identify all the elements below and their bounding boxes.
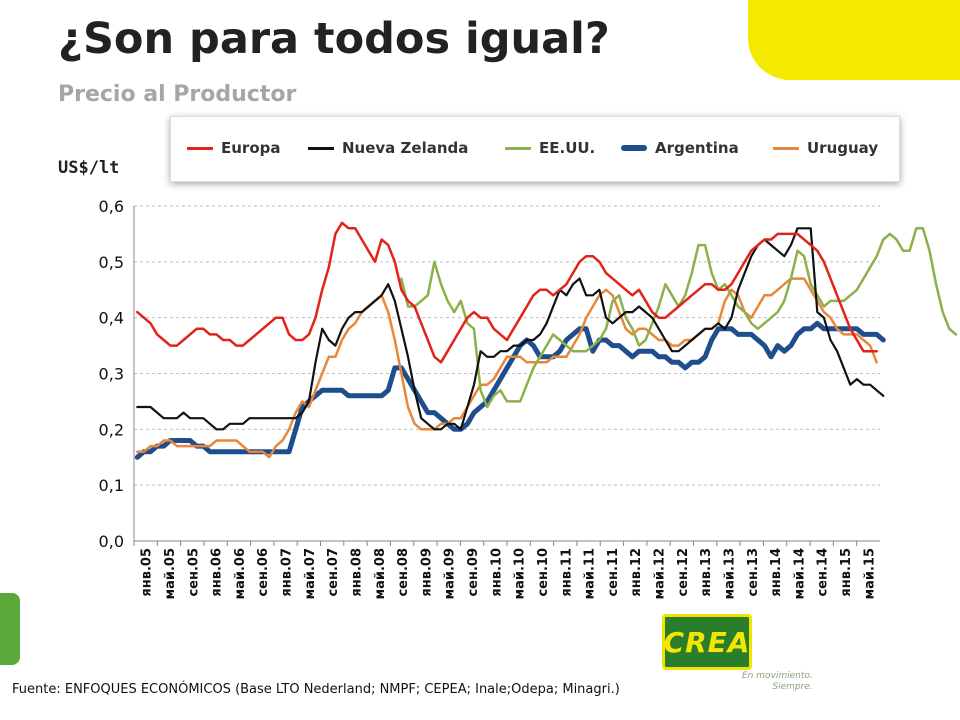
y-tick-label-0: 0,0	[99, 532, 124, 551]
legend-swatch-nueva-zelanda	[308, 146, 334, 150]
x-tick-label-9: янв.08	[349, 548, 364, 597]
x-tick-label-19: май.11	[583, 548, 598, 600]
series-line-uruguay	[136, 277, 878, 459]
y-tick-label-1: 0,1	[99, 476, 124, 495]
corner-decoration	[748, 0, 960, 80]
y-tick-label-6: 0,6	[99, 197, 124, 216]
x-tick-label-31: май.15	[862, 548, 877, 600]
x-tick-label-12: янв.09	[419, 548, 434, 597]
x-tick-label-24: янв.13	[699, 548, 714, 597]
legend-label-eeuu: EE.UU.	[539, 139, 596, 157]
y-tick-label-2: 0,2	[99, 420, 124, 439]
x-tick-label-16: май.10	[513, 548, 528, 600]
slide-title: ¿Son para todos igual?	[58, 14, 610, 64]
legend-item-europa: Europa	[187, 138, 281, 158]
y-tick-label-4: 0,4	[99, 309, 124, 328]
x-tick-label-25: май.13	[722, 548, 737, 600]
series-line-argentina	[134, 320, 886, 460]
legend-item-nueva-zelanda: Nueva Zelanda	[308, 138, 468, 158]
legend-swatch-europa	[187, 146, 213, 150]
legend-item-eeuu: EE.UU.	[505, 138, 595, 158]
x-tick-label-4: май.06	[233, 548, 248, 600]
x-tick-label-20: сен.11	[606, 548, 621, 597]
legend-item-uruguay: Uruguay	[773, 138, 878, 158]
x-tick-label-17: сен.10	[536, 548, 551, 597]
x-tick-label-8: сен.07	[326, 548, 341, 597]
side-tab-decoration	[0, 593, 20, 665]
y-tick-label-3: 0,3	[99, 365, 124, 384]
x-tick-label-1: май.05	[163, 548, 178, 600]
x-tick-label-11: сен.08	[396, 548, 411, 597]
series-layer	[134, 221, 958, 460]
slide-subtitle: Precio al Productor	[58, 82, 297, 107]
x-tick-label-2: сен.05	[186, 548, 201, 597]
x-tick-label-28: май.14	[792, 548, 807, 600]
y-axis-unit-label: US$/lt	[58, 158, 120, 178]
chart-legend: Europa Nueva Zelanda EE.UU. Argentina Ur…	[170, 116, 900, 182]
source-footnote: Fuente: ENFOQUES ECONÓMICOS (Base LTO Ne…	[12, 682, 620, 697]
legend-label-argentina: Argentina	[655, 139, 739, 157]
x-tick-label-14: сен.09	[466, 548, 481, 597]
legend-swatch-argentina	[621, 145, 647, 151]
legend-label-nueva-zelanda: Nueva Zelanda	[342, 139, 469, 157]
logo-slogan: En movimiento. Siempre.	[742, 671, 813, 693]
x-tick-label-10: май.08	[373, 548, 388, 600]
x-tick-label-29: сен.14	[816, 548, 831, 597]
x-tick-label-6: янв.07	[280, 548, 295, 597]
legend-swatch-uruguay	[773, 146, 799, 150]
logo-text: CREA	[663, 625, 751, 659]
axis-layer: 0,0 0,1 0,2 0,3 0,4 0,5 0,6 янв.05 май.05 сен.05 я…	[99, 197, 880, 600]
legend-swatch-eeuu	[505, 146, 531, 150]
x-tick-label-3: янв.06	[210, 548, 225, 597]
slogan-line-1: En movimiento.	[742, 671, 813, 681]
x-tick-label-26: сен.13	[746, 548, 761, 597]
x-tick-label-0: янв.05	[140, 548, 155, 597]
x-tick-label-21: янв.12	[629, 548, 644, 597]
crea-logo: CREA	[662, 614, 752, 670]
grid-layer	[134, 205, 880, 486]
x-tick-label-7: май.07	[303, 548, 318, 600]
legend-item-argentina: Argentina	[621, 138, 739, 158]
x-tick-label-23: сен.12	[676, 548, 691, 597]
x-tick-label-5: сен.06	[256, 548, 271, 597]
x-tick-label-13: май.09	[443, 548, 458, 600]
x-tick-label-15: янв.10	[489, 548, 504, 597]
y-tick-label-5: 0,5	[99, 253, 124, 272]
slogan-line-2: Siempre.	[772, 682, 813, 692]
x-tick-label-27: янв.14	[769, 548, 784, 597]
legend-label-europa: Europa	[221, 139, 281, 157]
x-tick-label-22: май.12	[653, 548, 668, 600]
series-line-europa	[136, 221, 878, 364]
x-tick-label-30: янв.15	[839, 548, 854, 597]
x-tick-label-18: янв.11	[559, 548, 574, 597]
legend-label-uruguay: Uruguay	[807, 139, 879, 157]
series-line-nueva-zelanda	[136, 227, 885, 431]
